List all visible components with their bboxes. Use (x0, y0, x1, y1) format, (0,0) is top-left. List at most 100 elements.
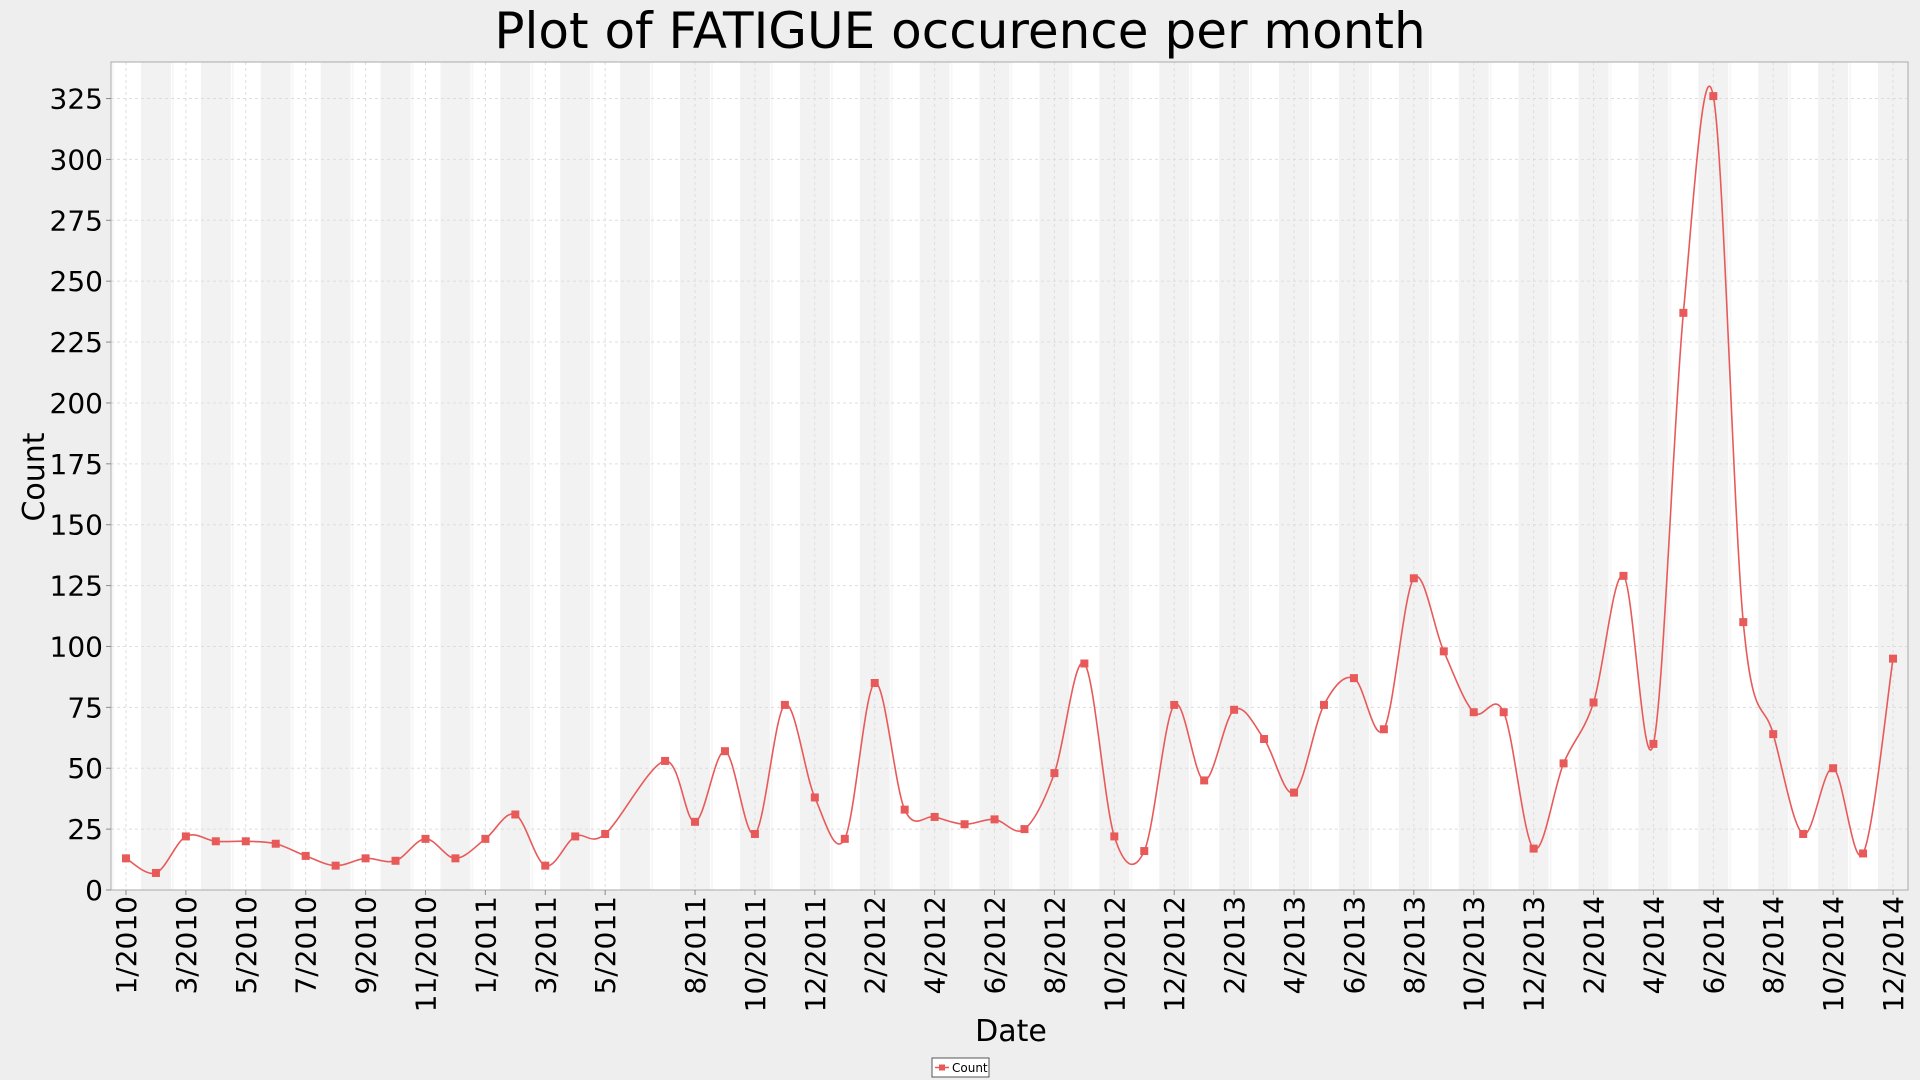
data-point (391, 856, 400, 865)
month-band-edge (351, 62, 354, 890)
month-band-edge (1549, 62, 1552, 890)
data-point (1170, 700, 1179, 709)
data-point (1559, 759, 1568, 768)
x-tick-label: 8/2013 (1398, 896, 1431, 995)
x-tick-label: 4/2013 (1278, 896, 1311, 995)
x-tick-label: 12/2011 (799, 896, 832, 1012)
x-tick-label: 10/2012 (1098, 896, 1131, 1012)
data-point (990, 815, 999, 824)
data-point (750, 829, 759, 838)
x-tick-label: 3/2011 (529, 896, 562, 995)
month-band-edge (1609, 62, 1612, 890)
month-band (620, 62, 651, 890)
month-band-edge (1489, 62, 1492, 890)
data-point (1080, 659, 1089, 668)
month-band (560, 62, 591, 890)
data-point (1050, 769, 1059, 778)
data-point (361, 854, 370, 863)
data-point (930, 812, 939, 821)
data-point (1499, 708, 1508, 717)
month-band-edge (890, 62, 893, 890)
y-tick-label: 75 (67, 691, 103, 724)
data-point (1529, 844, 1538, 853)
x-tick-label: 3/2010 (170, 896, 203, 995)
x-tick-label: 4/2014 (1637, 896, 1670, 995)
month-band (320, 62, 351, 890)
month-band-edge (1669, 62, 1672, 890)
month-band-edge (171, 62, 174, 890)
plot-area (110, 61, 1909, 891)
data-point (571, 832, 580, 841)
x-tick-label: 10/2014 (1817, 896, 1850, 1012)
month-band (500, 62, 531, 890)
data-point (1110, 832, 1119, 841)
y-tick-label: 200 (50, 387, 103, 420)
data-point (511, 810, 520, 819)
data-point (1140, 847, 1149, 856)
y-tick-label: 25 (67, 813, 103, 846)
data-point (840, 834, 849, 843)
data-point (541, 861, 550, 870)
month-band-edge (770, 62, 773, 890)
x-tick-label: 8/2014 (1757, 896, 1790, 995)
data-point (900, 805, 909, 814)
data-point (1649, 739, 1658, 748)
data-point (1439, 647, 1448, 656)
data-point (960, 820, 969, 829)
data-point (780, 700, 789, 709)
x-tick-label: 1/2010 (110, 896, 143, 995)
data-point (151, 868, 160, 877)
x-tick-label: 10/2013 (1458, 896, 1491, 1012)
month-band (380, 62, 411, 890)
data-point (1709, 92, 1718, 101)
data-point (601, 829, 610, 838)
data-point (121, 854, 130, 863)
month-band-edge (1250, 62, 1253, 890)
data-point (421, 834, 430, 843)
y-axis-label: Count (17, 432, 52, 521)
month-band-edge (411, 62, 414, 890)
x-tick-label: 10/2011 (739, 896, 772, 1012)
legend: Count (931, 1057, 990, 1078)
y-tick-label: 0 (85, 874, 103, 907)
data-point (720, 747, 729, 756)
y-tick-label: 225 (50, 326, 103, 359)
month-band-edge (591, 62, 594, 890)
data-point (301, 851, 310, 860)
data-point (691, 817, 700, 826)
data-point (1379, 725, 1388, 734)
x-tick-label: 5/2010 (230, 896, 263, 995)
x-tick-label: 12/2012 (1158, 896, 1191, 1012)
data-point (271, 839, 280, 848)
y-tick-label: 300 (50, 143, 103, 176)
data-point (1589, 698, 1598, 707)
y-tick-label: 100 (50, 630, 103, 663)
month-band-edge (1369, 62, 1372, 890)
plot-border (110, 61, 1909, 891)
month-band-edge (231, 62, 234, 890)
data-point (1769, 730, 1778, 739)
data-point (1859, 849, 1868, 858)
data-point (1290, 788, 1299, 797)
x-tick-label: 1/2011 (469, 896, 502, 995)
month-band (140, 62, 171, 890)
y-tick-label: 325 (50, 83, 103, 116)
data-point (1679, 308, 1688, 317)
x-axis-label: Date (975, 1014, 1047, 1049)
x-tick-label: 9/2010 (350, 896, 383, 995)
month-band (200, 62, 231, 890)
x-tick-label: 2/2013 (1218, 896, 1251, 995)
x-axis: 1/2010 3/2010 5/2010 7/2010 9/2010 11/2010 1/2… (110, 890, 1910, 1012)
data-point (810, 793, 819, 802)
data-point (481, 834, 490, 843)
data-point (661, 756, 670, 765)
y-axis: 0 25 50 75 100 125 150 175 200 225 250 275 300 325 (50, 83, 111, 907)
month-band-edge (830, 62, 833, 890)
data-point (870, 679, 879, 687)
x-tick-label: 12/2013 (1518, 896, 1551, 1012)
data-point (1889, 654, 1898, 663)
y-tick-label: 50 (67, 752, 103, 785)
data-point (1319, 700, 1328, 709)
data-point (1829, 764, 1838, 773)
